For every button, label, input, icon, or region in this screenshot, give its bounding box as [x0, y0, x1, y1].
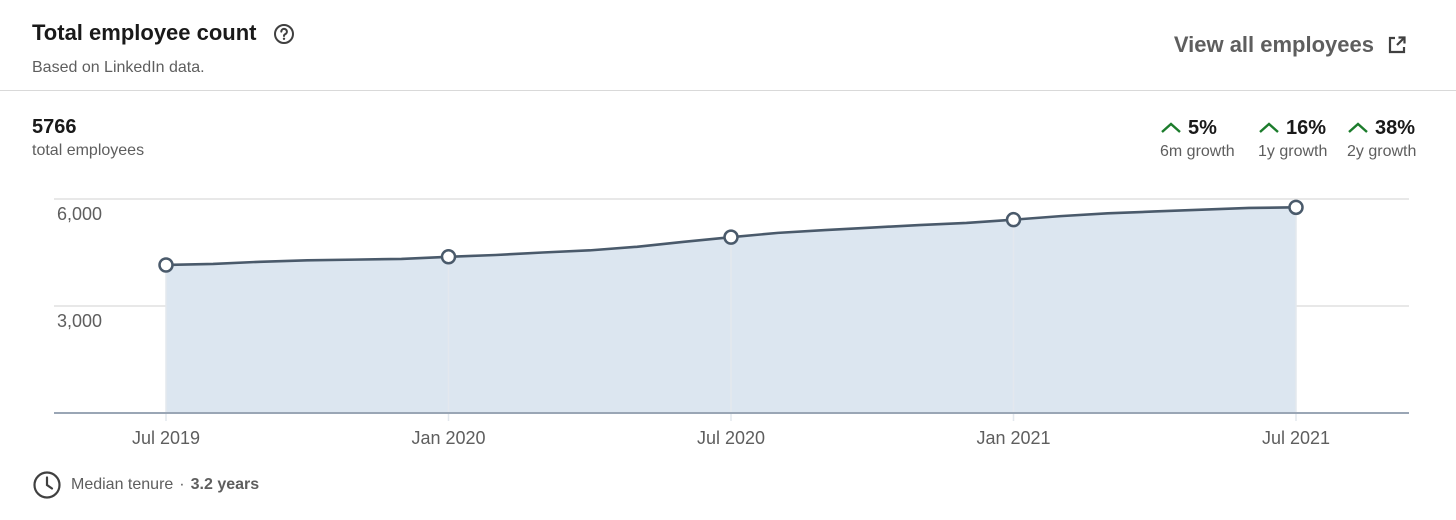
tenure-separator: · — [179, 476, 185, 493]
x-tick-label: Jan 2021 — [976, 428, 1050, 448]
employee-count-chart: 6,000 3,000 Jul 2019 Jan 2020 Jul 2020 Jan 20… — [54, 198, 1409, 448]
x-tick-label: Jul 2021 — [1262, 428, 1330, 448]
data-point — [723, 229, 739, 245]
growth-6m: 5% 6m growth — [1160, 116, 1235, 161]
view-all-label: View all employees — [1173, 32, 1374, 57]
growth-label: 6m growth — [1160, 143, 1235, 160]
y-tick-label: 3,000 — [57, 311, 102, 331]
trend-up-icon — [1347, 121, 1369, 135]
tenure-label: Median tenure — [71, 476, 174, 493]
data-point — [1288, 199, 1304, 216]
growth-2y: 38% 2y growth — [1347, 116, 1416, 161]
view-all-employees-link[interactable]: View all employees — [1174, 32, 1408, 58]
card-header: Total employee count Based on LinkedIn d… — [0, 0, 1456, 91]
external-link-icon — [1386, 34, 1408, 56]
x-tick-label: Jul 2020 — [697, 428, 765, 448]
growth-value: 5% — [1188, 116, 1217, 139]
growth-value: 16% — [1286, 116, 1327, 139]
growth-label: 2y growth — [1347, 143, 1417, 160]
x-tick-label: Jan 2020 — [411, 428, 485, 448]
x-tick-label: Jul 2019 — [132, 428, 200, 448]
total-employee-label: total employees — [32, 142, 145, 159]
growth-1y: 16% 1y growth — [1258, 116, 1327, 161]
card-title: Total employee count — [32, 20, 257, 45]
tenure-value: 3.2 years — [190, 476, 260, 493]
growth-label: 1y growth — [1258, 143, 1328, 160]
help-circle-icon[interactable] — [272, 22, 296, 46]
data-point — [1005, 211, 1022, 228]
clock-icon — [32, 470, 62, 500]
data-point — [440, 249, 457, 265]
total-employee-value: 5766 — [32, 116, 77, 138]
trend-up-icon — [1258, 121, 1280, 135]
growth-value: 38% — [1375, 116, 1416, 139]
trend-up-icon — [1160, 121, 1182, 135]
median-tenure: Median tenure · 3.2 years — [32, 470, 259, 500]
y-tick-label: 6,000 — [57, 204, 102, 224]
card-subtitle: Based on LinkedIn data. — [32, 59, 205, 76]
data-point — [158, 257, 174, 273]
